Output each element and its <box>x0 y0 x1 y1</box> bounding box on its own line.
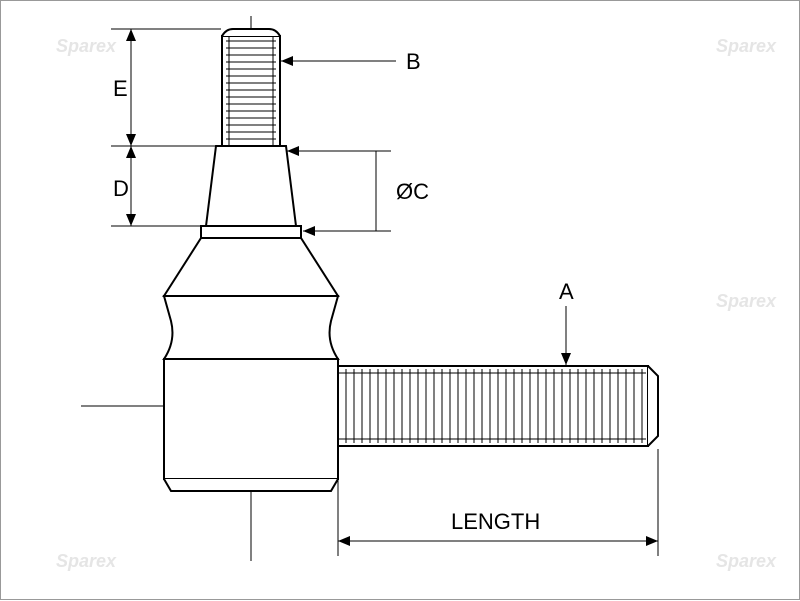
main-body <box>164 359 338 491</box>
upper-body-taper <box>164 238 338 296</box>
dimension-c-arrow <box>287 146 391 236</box>
dimension-length <box>338 449 658 556</box>
tapered-section <box>206 146 296 226</box>
shoulder-ledge <box>201 226 301 238</box>
dimension-a-arrow <box>561 306 571 365</box>
body-waist <box>164 296 338 359</box>
label-b: B <box>406 49 421 75</box>
right-threaded-stud <box>338 366 658 446</box>
label-length: LENGTH <box>451 509 540 535</box>
label-c: ØC <box>396 179 429 205</box>
upper-threaded-stud <box>222 29 280 146</box>
label-a: A <box>559 279 574 305</box>
dimension-b-arrow <box>281 56 396 66</box>
diagram-container: E D B ØC A LENGTH Sparex Sparex Sparex S… <box>0 0 800 600</box>
label-e: E <box>113 76 128 102</box>
label-d: D <box>113 176 129 202</box>
